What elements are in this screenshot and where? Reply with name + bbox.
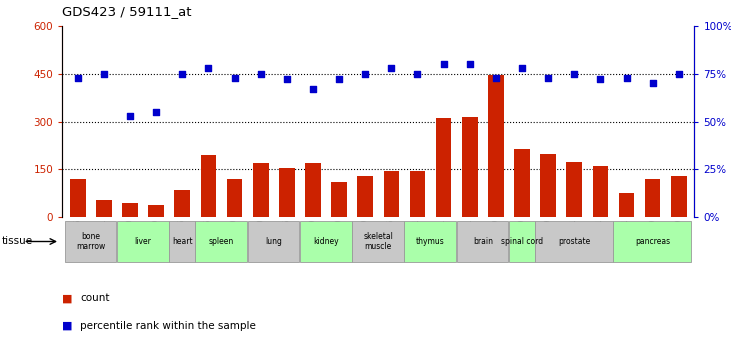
Bar [305,163,321,217]
Point [176,71,188,77]
Point [621,75,632,80]
Point [542,75,554,80]
FancyBboxPatch shape [404,221,456,262]
Point [307,86,319,92]
Text: tissue: tissue [1,237,33,246]
Point [464,61,476,67]
Text: skeletal
muscle: skeletal muscle [363,232,393,251]
FancyBboxPatch shape [457,221,509,262]
Bar [279,168,295,217]
Point [98,71,110,77]
FancyBboxPatch shape [535,221,613,262]
Bar [70,179,86,217]
FancyBboxPatch shape [248,221,300,262]
Point [385,65,397,71]
Point [516,65,528,71]
Text: pancreas: pancreas [635,237,670,246]
Text: brain: brain [473,237,493,246]
Bar [200,155,216,217]
FancyBboxPatch shape [509,221,534,262]
Bar [436,118,452,217]
Bar [148,205,164,217]
Bar [462,117,477,217]
Point [412,71,423,77]
Text: lung: lung [265,237,282,246]
Bar [540,154,556,217]
FancyBboxPatch shape [352,221,404,262]
Point [490,75,501,80]
Point [647,80,659,86]
Bar [227,179,243,217]
Point [333,77,345,82]
Bar [331,182,347,217]
Text: prostate: prostate [558,237,591,246]
Text: spleen: spleen [209,237,234,246]
Bar [409,171,425,217]
Point [124,113,136,119]
Text: liver: liver [135,237,151,246]
FancyBboxPatch shape [300,221,352,262]
Text: percentile rank within the sample: percentile rank within the sample [80,321,257,331]
Point [202,65,214,71]
Bar [488,75,504,217]
Point [360,71,371,77]
Bar [96,200,112,217]
Point [229,75,240,80]
Point [255,71,267,77]
Text: GDS423 / 59111_at: GDS423 / 59111_at [62,5,192,18]
FancyBboxPatch shape [65,221,116,262]
Point [569,71,580,77]
Bar [384,171,399,217]
Bar [593,166,608,217]
Bar [253,163,268,217]
Bar [671,176,686,217]
Text: count: count [80,294,110,303]
Bar [618,194,635,217]
Point [72,75,83,80]
FancyBboxPatch shape [613,221,692,262]
FancyBboxPatch shape [195,221,247,262]
Point [594,77,606,82]
Bar [175,190,190,217]
Point [151,109,162,115]
Bar [567,161,582,217]
Bar [357,176,373,217]
Text: thymus: thymus [416,237,445,246]
Text: heart: heart [172,237,193,246]
Text: bone
marrow: bone marrow [76,232,105,251]
FancyBboxPatch shape [117,221,169,262]
Point [673,71,685,77]
Point [438,61,450,67]
FancyBboxPatch shape [170,221,195,262]
Text: kidney: kidney [313,237,339,246]
Text: ■: ■ [62,294,72,303]
Bar [645,179,661,217]
Text: spinal cord: spinal cord [501,237,543,246]
Point [281,77,292,82]
Text: ■: ■ [62,321,72,331]
Bar [514,149,530,217]
Bar [122,203,138,217]
